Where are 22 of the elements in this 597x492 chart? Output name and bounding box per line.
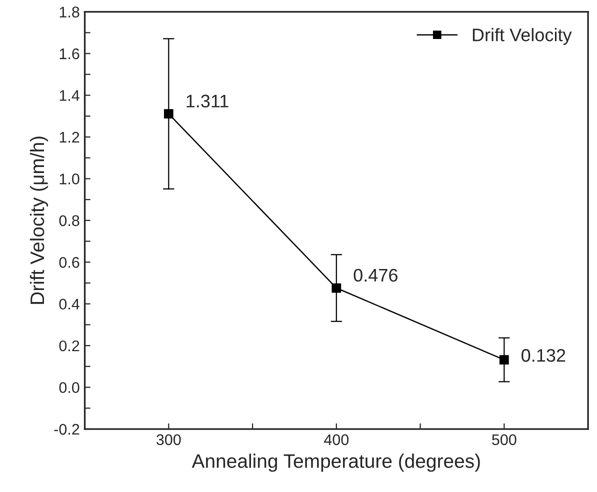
y-tick-label: 1.2 xyxy=(60,132,80,143)
y-tick-label: 1.4 xyxy=(60,90,80,101)
y-tick-label: 1.6 xyxy=(60,48,80,60)
x-tick-label: 500 xyxy=(492,434,516,446)
x-tick-label: 300 xyxy=(156,434,181,446)
data-label: 0.476 xyxy=(354,268,398,282)
x-axis-title: Annealing Temperature (degrees) xyxy=(192,454,480,472)
point xyxy=(164,109,174,119)
y-tick-label: 0.0 xyxy=(59,382,80,393)
y-tick-label: 0.8 xyxy=(59,215,80,226)
data-label: 1.311 xyxy=(186,94,228,108)
x-tick-label: 400 xyxy=(324,434,349,446)
y-tick-label: 1.8 xyxy=(60,6,80,18)
y-tick-label: -0.2 xyxy=(54,424,80,435)
y-tick-label: 0.2 xyxy=(59,340,80,352)
y-tick-label: 0.4 xyxy=(59,298,80,310)
y-tick-label: 1.0 xyxy=(60,174,80,184)
data-label: 0.132 xyxy=(522,349,566,362)
y-axis-title: Drift Velocity (μm/h) xyxy=(30,136,48,304)
legend-label: Drift Velocity xyxy=(472,28,572,45)
y-tick-label: 0.6 xyxy=(59,257,80,268)
point xyxy=(499,355,509,364)
